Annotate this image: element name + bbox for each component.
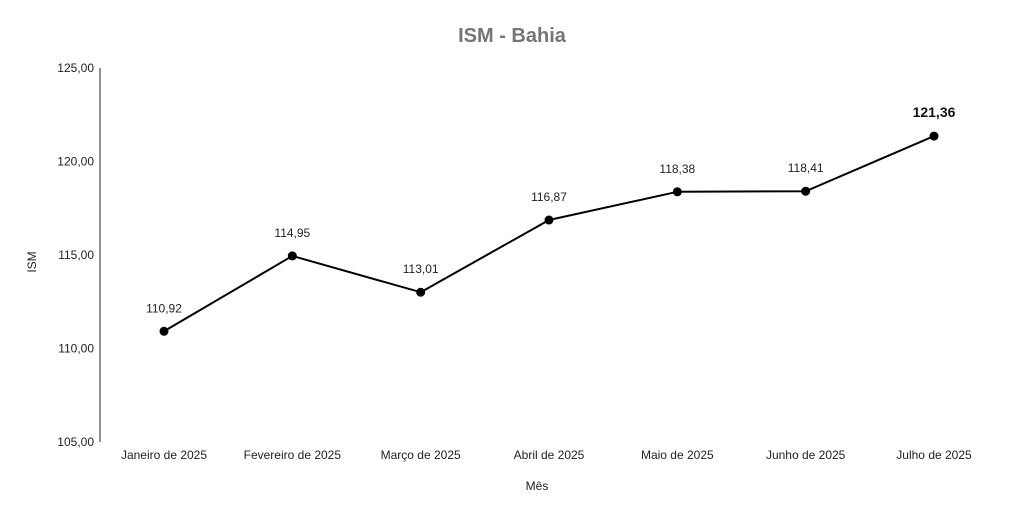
x-axis-label: Mês bbox=[526, 479, 549, 493]
data-point bbox=[416, 288, 425, 297]
x-tick-label: Fevereiro de 2025 bbox=[244, 448, 342, 462]
x-tick-label: Maio de 2025 bbox=[641, 448, 714, 462]
y-tick-label: 125,00 bbox=[57, 61, 94, 75]
data-point bbox=[673, 187, 682, 196]
y-tick-label: 105,00 bbox=[57, 435, 94, 449]
y-tick-label: 115,00 bbox=[58, 248, 94, 262]
data-point bbox=[288, 251, 297, 260]
x-tick-label: Julho de 2025 bbox=[896, 448, 972, 462]
y-ticks: 105,00 110,00 115,00 120,00 125,00 bbox=[57, 61, 94, 449]
y-tick-label: 110,00 bbox=[58, 342, 94, 356]
data-point bbox=[930, 132, 939, 141]
data-label: 121,36 bbox=[913, 104, 956, 120]
data-point bbox=[160, 327, 169, 336]
x-tick-label: Abril de 2025 bbox=[514, 448, 585, 462]
data-labels: 110,92 114,95 113,01 116,87 118,38 118,41 121,… bbox=[146, 104, 956, 315]
data-point bbox=[801, 187, 810, 196]
data-label: 116,87 bbox=[531, 190, 567, 204]
y-axis-label: ISM bbox=[25, 251, 39, 272]
data-label: 118,38 bbox=[659, 162, 695, 176]
data-label: 113,01 bbox=[403, 262, 439, 276]
x-tick-label: Março de 2025 bbox=[381, 448, 461, 462]
data-label: 114,95 bbox=[274, 226, 310, 240]
y-tick-label: 120,00 bbox=[57, 155, 94, 169]
x-ticks: Janeiro de 2025 Fevereiro de 2025 Março de… bbox=[121, 448, 972, 462]
data-label: 118,41 bbox=[788, 161, 824, 175]
x-tick-label: Janeiro de 2025 bbox=[121, 448, 207, 462]
data-label: 110,92 bbox=[146, 301, 182, 315]
x-tick-label: Junho de 2025 bbox=[766, 448, 846, 462]
data-point bbox=[545, 216, 554, 225]
chart-title: ISM - Bahia bbox=[458, 25, 567, 47]
